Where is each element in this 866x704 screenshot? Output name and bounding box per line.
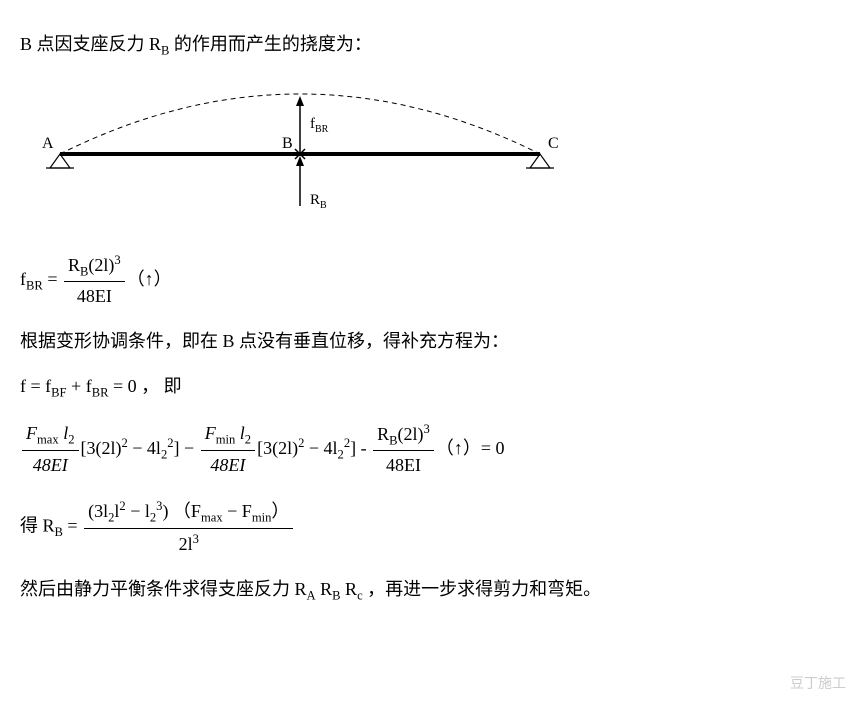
- svg-text:C: C: [548, 135, 559, 152]
- text-line-3: 根据变形协调条件，即在 B 点没有垂直位移，得补充方程为：: [20, 327, 846, 356]
- long-frac3: RB(2l)348EI: [373, 419, 434, 481]
- beam-diagram: A B CfBR RB: [20, 76, 846, 225]
- fbr-frac: RB(2l)348EI: [64, 250, 125, 312]
- fbr-lhs-sub: BR: [26, 278, 43, 292]
- svg-text:A: A: [42, 135, 54, 152]
- formula-long: Fmax l248EI[3(2l)2 − 4l22] − Fmin l248EI…: [20, 419, 846, 481]
- fbr-eq: =: [43, 268, 62, 288]
- formula-f0: f = fBF + fBR = 0 ， 即: [20, 372, 846, 403]
- text-line-1: B 点因支座反力 RB 的作用而产生的挠度为：: [20, 30, 846, 61]
- fbr-arrow: （↑）: [127, 268, 172, 288]
- svg-text:RB: RB: [310, 192, 327, 211]
- svg-text:B: B: [282, 135, 293, 152]
- rb-frac: (3l2l2 − l23) （Fmax − Fmin）2l3: [84, 496, 293, 559]
- long-frac1: Fmax l248EI: [22, 419, 79, 480]
- formula-rb: 得 RB = (3l2l2 − l23) （Fmax − Fmin）2l3: [20, 496, 846, 559]
- watermark: 豆丁施工: [790, 672, 846, 694]
- l1-suffix: 的作用而产生的挠度为：: [169, 34, 372, 54]
- l1-prefix: B 点因支座反力 R: [20, 34, 161, 54]
- svg-text:fBR: fBR: [310, 116, 329, 135]
- formula-fbr: fBR = RB(2l)348EI（↑）: [20, 250, 846, 312]
- long-frac2: Fmin l248EI: [201, 419, 255, 480]
- text-line-final: 然后由静力平衡条件求得支座反力 RA RB Rc ，再进一步求得剪力和弯矩。: [20, 575, 846, 606]
